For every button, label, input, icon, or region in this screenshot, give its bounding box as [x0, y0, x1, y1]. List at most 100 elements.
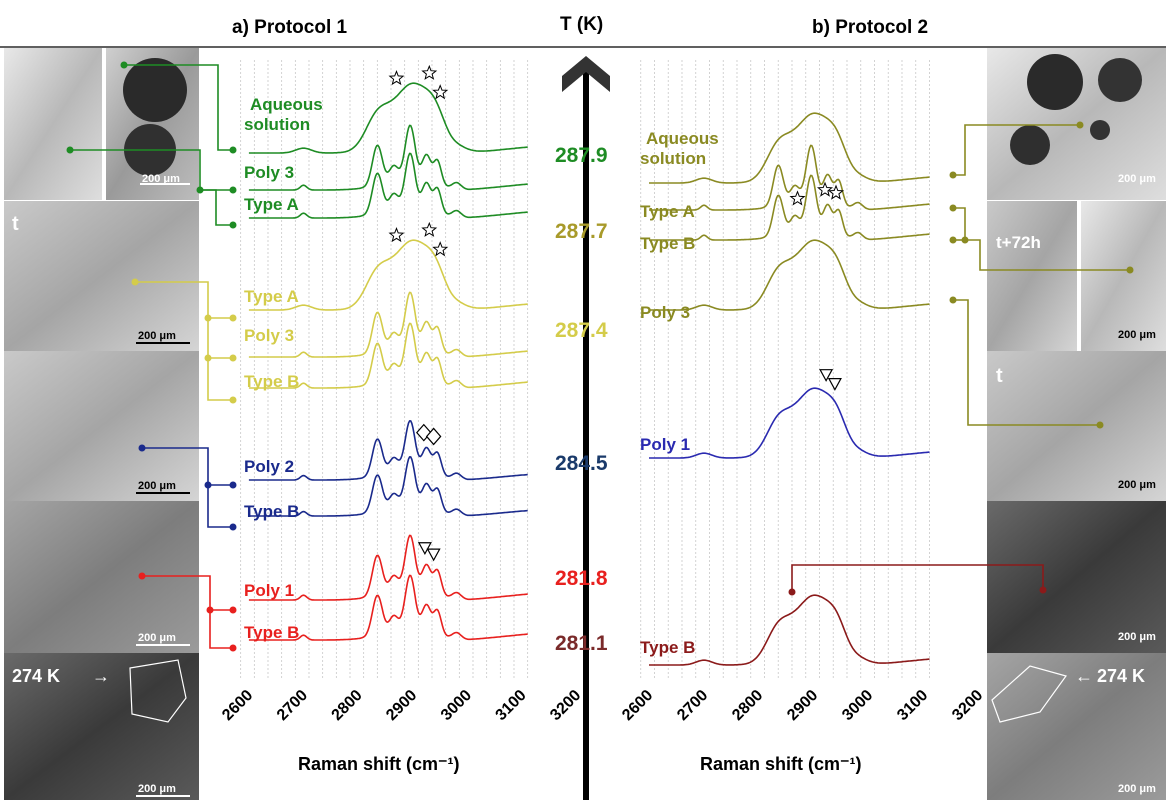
series-label: Type B: [244, 502, 299, 521]
micrograph-left-4: [4, 501, 199, 653]
connector-dot: [197, 187, 204, 194]
series-label: Type A: [244, 287, 299, 306]
scale-label: 200 μm: [1118, 783, 1156, 795]
star-marker: [390, 228, 403, 241]
connector-dot: [962, 237, 969, 244]
series-label: Type B: [640, 638, 695, 657]
temperature-label: 287.7: [555, 220, 608, 243]
series-label: Type B: [640, 234, 695, 253]
connector-dot: [789, 589, 796, 596]
connector-dot: [950, 172, 957, 179]
x-tick-label: 3100: [894, 687, 931, 724]
temperature-labels: 287.9287.7287.4284.5281.8281.1: [555, 144, 608, 655]
x-tick-label: 2700: [674, 687, 711, 724]
connector-dot: [230, 607, 237, 614]
connector-dot: [230, 315, 237, 322]
star-marker: [390, 71, 403, 84]
triangle-marker: [829, 379, 841, 390]
connector-dot: [230, 355, 237, 362]
connector-dot: [205, 315, 212, 322]
x-tick-label: 3100: [493, 687, 530, 724]
x-tick-label: 2900: [383, 687, 420, 724]
series-label: Poly 2: [244, 457, 294, 476]
connector-dot: [230, 524, 237, 531]
micrograph-left-1a: [4, 48, 102, 200]
series-label: Type A: [640, 202, 695, 221]
connector-line: [208, 485, 233, 527]
connector-dot: [230, 222, 237, 229]
series-label: Poly 1: [244, 581, 294, 600]
connector-dot: [230, 147, 237, 154]
star-marker: [434, 243, 447, 256]
x-tick-label: 2900: [784, 687, 821, 724]
x-tick-labels: 2600 2700 2800 2900 3000 3100 3200 2600 2700 2800…: [219, 687, 986, 724]
series-label: solution: [244, 115, 310, 134]
series-label: solution: [640, 149, 706, 168]
arrow-right-icon: →: [92, 666, 110, 686]
connector-line: [208, 358, 233, 400]
series-label: Poly 1: [640, 435, 690, 454]
scale-label: 200 μm: [138, 330, 176, 342]
panel-a-title: a) Protocol 1: [232, 17, 348, 38]
connector-line: [208, 318, 233, 358]
temperature-label: 287.9: [555, 144, 608, 167]
time-label: t: [12, 213, 19, 235]
temperature-label: 287.4: [555, 319, 608, 342]
connector-dot: [230, 645, 237, 652]
x-tick-label: 2600: [619, 687, 656, 724]
star-marker: [791, 192, 804, 205]
connector-dot: [1097, 422, 1104, 429]
scale-label: 200 μm: [138, 632, 176, 644]
panel-b-title: b) Protocol 2: [812, 17, 928, 38]
bubble: [1027, 54, 1083, 110]
connector-dot: [207, 607, 214, 614]
connector-dot: [950, 297, 957, 304]
series-label: Aqueous: [646, 129, 719, 148]
series-label: Poly 3: [640, 303, 690, 322]
scale-label: 200 μm: [138, 783, 176, 795]
triangle-marker: [428, 549, 440, 560]
temp-274-label: 274 K: [12, 666, 60, 686]
star-marker: [434, 86, 447, 99]
connector-dot: [230, 482, 237, 489]
right-micrographs: t+72h t ← 274 K 200 μm 200 μm 200 μm 200…: [987, 48, 1166, 800]
scale-label: 200 μm: [1118, 479, 1156, 491]
bubble: [1010, 125, 1050, 165]
scale-label: 200 μm: [1118, 329, 1156, 341]
connector-line: [200, 190, 233, 225]
connector-dot: [121, 62, 128, 69]
series-label: Type B: [244, 623, 299, 642]
series-label: Aqueous: [250, 95, 323, 114]
connector-dot: [1127, 267, 1134, 274]
temp-274-label: 274 K: [1097, 666, 1145, 686]
x-tick-label: 2700: [274, 687, 311, 724]
micrograph-right-2a: [987, 201, 1077, 351]
left-micrographs: 200 μm 200 μm 200 μm 200 μm 200 μm t 274…: [4, 48, 199, 800]
temperature-label: 284.5: [555, 452, 608, 475]
temperature-label: 281.8: [555, 567, 608, 590]
connector-dot: [139, 573, 146, 580]
series-label: Type A: [244, 195, 299, 214]
arrow-left-icon: ←: [1075, 666, 1093, 686]
scale-label: 200 μm: [1118, 631, 1156, 643]
connector-dot: [139, 445, 146, 452]
star-marker: [423, 223, 436, 236]
t-axis-label: T (K): [560, 14, 603, 35]
star-marker: [423, 66, 436, 79]
peak-markers: [390, 66, 843, 560]
x-tick-label: 3000: [839, 687, 876, 724]
series-label: Poly 3: [244, 326, 294, 345]
connector-dot: [230, 397, 237, 404]
scale-label: 200 μm: [138, 480, 176, 492]
bubble: [123, 58, 187, 122]
x-tick-label: 3200: [547, 687, 584, 724]
x-tick-label: 2800: [729, 687, 766, 724]
time-label: t: [996, 365, 1003, 387]
connector-line: [210, 610, 233, 648]
connector-dot: [1077, 122, 1084, 129]
x-tick-label: 2600: [219, 687, 256, 724]
connector-dot: [950, 237, 957, 244]
connector-dot: [67, 147, 74, 154]
scale-label: 200 μm: [1118, 173, 1156, 185]
